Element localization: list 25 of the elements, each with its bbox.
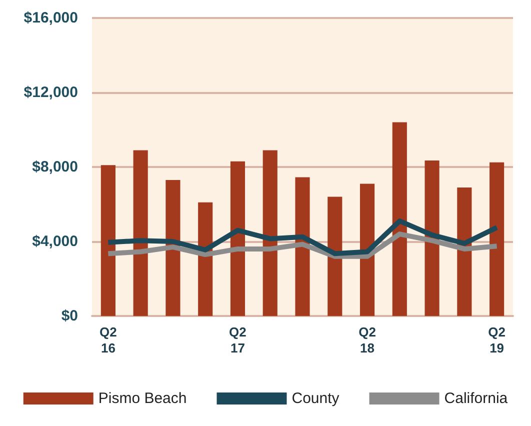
- bar: [392, 122, 407, 316]
- x-tick-label: Q2 18: [358, 324, 376, 356]
- y-tick-label: $0: [61, 308, 78, 324]
- legend-label: Pismo Beach: [98, 390, 187, 407]
- bar: [360, 184, 375, 316]
- legend-label: California: [444, 390, 508, 407]
- bar: [100, 165, 116, 316]
- bar: [424, 160, 440, 316]
- y-tick-label: $4,000: [32, 233, 78, 250]
- y-tick-label: $12,000: [24, 84, 78, 101]
- x-tick-label: Q2 17: [229, 324, 246, 356]
- y-tick-label: $16,000: [24, 10, 78, 26]
- bar: [230, 161, 246, 316]
- x-tick-label: Q2 16: [100, 324, 117, 356]
- bar: [262, 150, 278, 316]
- bar: [457, 187, 472, 316]
- bar: [328, 196, 342, 316]
- y-tick-label: $8,000: [32, 158, 78, 176]
- bar: [295, 177, 310, 316]
- x-tick-label: Q2 19: [488, 324, 506, 356]
- bar: [133, 150, 148, 316]
- bar: [166, 180, 180, 316]
- legend-label: County: [292, 390, 340, 407]
- bar: [198, 202, 213, 316]
- bar: [490, 162, 504, 316]
